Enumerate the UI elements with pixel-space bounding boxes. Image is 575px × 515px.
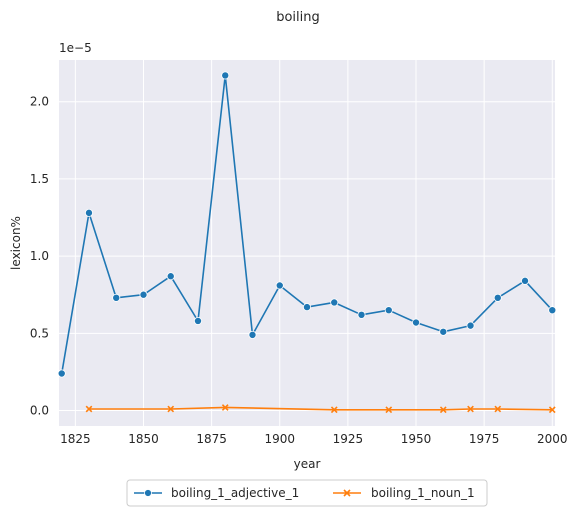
data-point (194, 317, 201, 324)
plot-area (59, 60, 555, 426)
data-point (249, 331, 256, 338)
x-tick-label: 1875 (196, 432, 227, 446)
data-point (167, 273, 174, 280)
y-tick-label: 0.0 (30, 404, 49, 418)
legend-marker-series-1 (145, 490, 152, 497)
legend-label-series-2: boiling_1_noun_1 (371, 486, 475, 500)
x-tick-label: 1900 (264, 432, 295, 446)
y-tick-label: 1.0 (30, 249, 49, 263)
chart-title: boiling (276, 10, 320, 25)
x-tick-label: 1975 (469, 432, 500, 446)
x-axis-label: year (294, 457, 321, 471)
y-tick-label: 0.5 (30, 326, 49, 340)
data-point (440, 328, 447, 335)
data-point (467, 322, 474, 329)
data-point (494, 294, 501, 301)
data-point (85, 209, 92, 216)
x-tick-label: 1850 (128, 432, 159, 446)
data-point (276, 282, 283, 289)
data-point (385, 307, 392, 314)
y-axis-label: lexicon% (9, 216, 23, 270)
x-tick-label: 1925 (333, 432, 364, 446)
legend: boiling_1_adjective_1 boiling_1_noun_1 (127, 480, 487, 506)
legend-label-series-1: boiling_1_adjective_1 (171, 486, 299, 500)
data-point (222, 72, 229, 79)
data-point (358, 311, 365, 318)
data-point (549, 307, 556, 314)
x-tick-label: 1950 (401, 432, 432, 446)
y-offset-label: 1e−5 (59, 41, 92, 55)
y-tick-label: 1.5 (30, 172, 49, 186)
data-point (521, 277, 528, 284)
data-point (113, 294, 120, 301)
x-tick-label: 1825 (60, 432, 91, 446)
data-point (331, 299, 338, 306)
data-point (303, 303, 310, 310)
x-tick-label: 2000 (537, 432, 568, 446)
data-point (412, 319, 419, 326)
y-tick-label: 2.0 (30, 95, 49, 109)
data-point (140, 291, 147, 298)
data-point (58, 370, 65, 377)
